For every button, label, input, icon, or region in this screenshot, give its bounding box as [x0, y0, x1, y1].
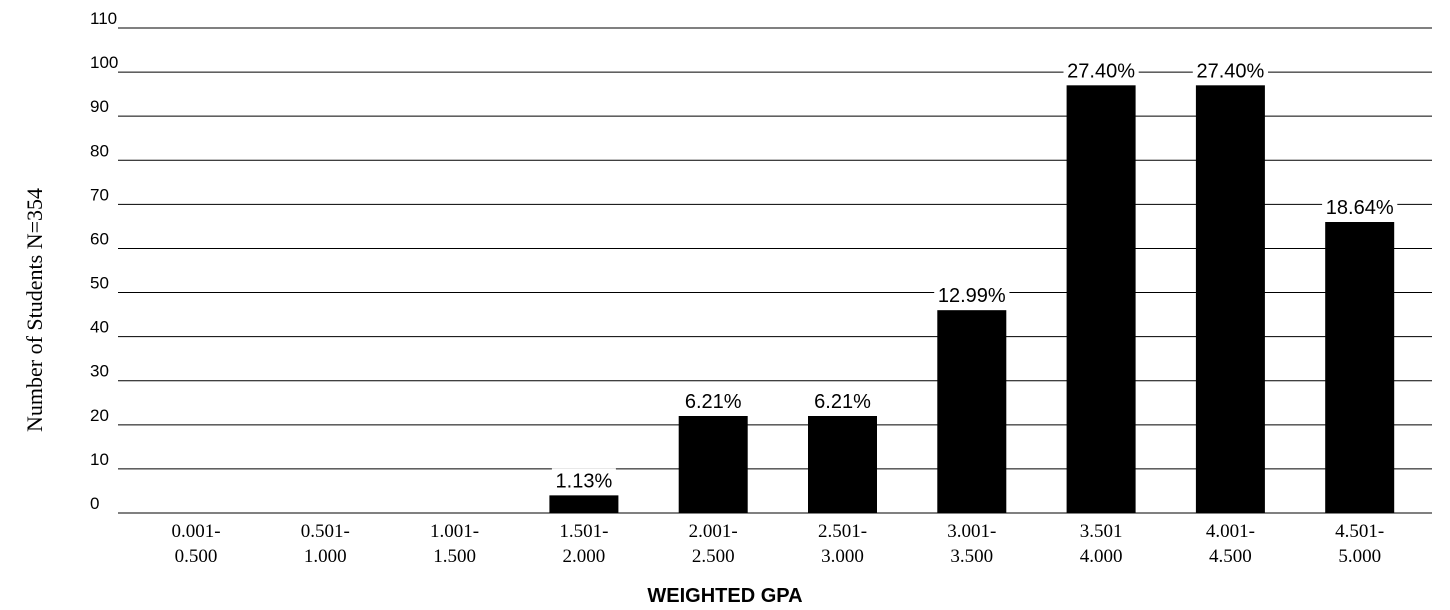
data-label: 18.64% [1326, 197, 1394, 219]
x-tick-label: 2.001- [689, 521, 738, 542]
x-tick-label: 5.000 [1338, 546, 1381, 567]
data-label-background [551, 468, 616, 493]
y-tick-label: 20 [90, 406, 109, 425]
data-label: 6.21% [814, 391, 871, 413]
y-tick-label: 80 [90, 141, 109, 160]
x-tick-label: 3.000 [821, 546, 864, 567]
x-tick-label: 3.500 [950, 546, 993, 567]
data-label: 27.40% [1196, 60, 1264, 82]
y-tick-label: 30 [90, 362, 109, 381]
y-tick-label: 110 [90, 9, 117, 28]
data-labels: 1.13% 6.21% 6.21% 12.99% 27.40% 27.40% 18.64% [551, 58, 1398, 493]
bar [678, 416, 748, 513]
data-label-background [681, 389, 746, 413]
y-axis-title: Number of Students N=354 [22, 188, 47, 432]
data-label-background [1192, 58, 1268, 83]
bar [1195, 85, 1265, 514]
y-tick-label: 60 [90, 229, 109, 248]
bar [549, 495, 619, 513]
data-label: 6.21% [685, 391, 742, 413]
x-tick-label: 4.500 [1209, 546, 1252, 567]
x-tick-label: 3.501 [1080, 521, 1123, 542]
x-axis-title: WEIGHTED GPA [647, 585, 802, 607]
x-axis-ticks: 0.001- 0.500 0.501- 1.000 1.001- 1.500 1.501- 2… [171, 521, 1384, 567]
data-label: 12.99% [938, 285, 1006, 307]
x-tick-label: 2.000 [563, 546, 606, 567]
y-tick-label: 100 [90, 53, 118, 72]
x-tick-label: 2.501- [818, 521, 867, 542]
data-label-background [934, 283, 1010, 308]
x-tick-label: 3.001- [947, 521, 996, 542]
y-tick-label: 50 [90, 274, 109, 293]
x-tick-label: 0.001- [171, 521, 220, 542]
x-tick-label: 1.501- [559, 521, 608, 542]
y-tick-label: 70 [90, 185, 109, 204]
x-tick-label: 4.000 [1080, 546, 1123, 567]
x-tick-label: 4.501- [1335, 521, 1384, 542]
x-tick-label: 1.001- [430, 521, 479, 542]
bar [808, 416, 877, 513]
data-label-background [1063, 58, 1139, 83]
data-label-background [1322, 195, 1398, 219]
data-label: 27.40% [1067, 60, 1135, 82]
data-label-background [810, 389, 875, 413]
x-tick-label: 2.500 [692, 546, 735, 567]
data-label: 1.13% [556, 470, 613, 492]
bar [1066, 85, 1136, 514]
y-tick-label: 0 [90, 494, 99, 513]
x-tick-label: 4.001- [1206, 521, 1255, 542]
bar [1325, 222, 1395, 513]
y-tick-label: 10 [90, 450, 109, 469]
bar [937, 310, 1007, 513]
bars [549, 85, 1395, 514]
x-tick-label: 1.000 [304, 546, 347, 567]
x-tick-label: 1.500 [433, 546, 476, 567]
y-axis-ticks: 0 10 20 30 40 50 60 70 80 90 100 110 [90, 9, 118, 513]
y-tick-label: 40 [90, 318, 109, 337]
y-tick-label: 90 [90, 97, 109, 116]
x-tick-label: 0.500 [175, 546, 218, 567]
x-tick-label: 0.501- [301, 521, 350, 542]
